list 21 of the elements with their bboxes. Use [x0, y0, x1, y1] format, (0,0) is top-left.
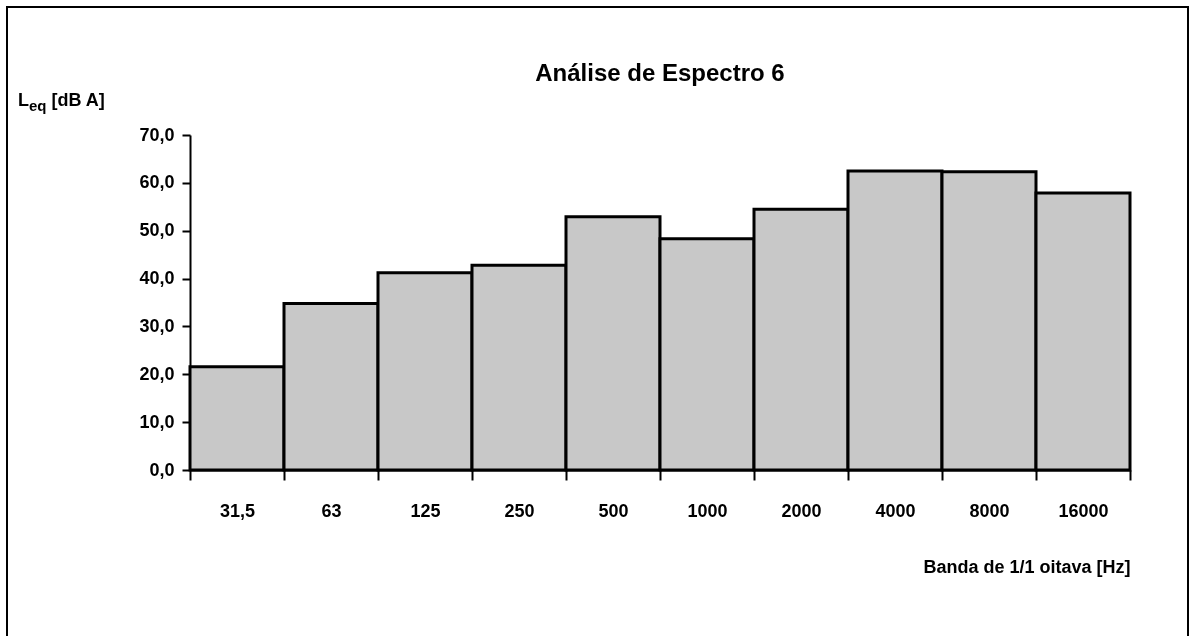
x-tick-label: 250	[504, 500, 535, 521]
y-axis-title: L$_{eq}$ [dB A]	[18, 90, 105, 114]
x-tick-label: 8000	[969, 500, 1010, 521]
chart-title: Análise de Espectro 6	[535, 59, 785, 86]
x-tick-label: 31,5	[219, 500, 256, 521]
y-tick-label: 70,0	[139, 124, 175, 145]
y-tick-label: 20,0	[139, 363, 175, 384]
y-tick-label: 10,0	[139, 411, 175, 432]
x-tick-label: 500	[598, 500, 629, 521]
x-tick-label: 125	[410, 500, 441, 521]
y-tick-label: 40,0	[139, 268, 175, 289]
y-tick-label: 60,0	[139, 172, 175, 193]
x-tick-label: 2000	[781, 500, 822, 521]
x-tick-label: 63	[321, 500, 342, 521]
y-tick-label: 50,0	[139, 220, 175, 241]
x-tick-label: 1000	[687, 500, 728, 521]
x-tick-label: 16000	[1058, 500, 1109, 521]
x-axis-title: Banda de 1/1 oitava [Hz]	[923, 556, 1131, 577]
x-tick-label: 4000	[875, 500, 916, 521]
y-tick-label: 30,0	[139, 315, 175, 336]
y-tick-label: 0,0	[149, 459, 175, 480]
